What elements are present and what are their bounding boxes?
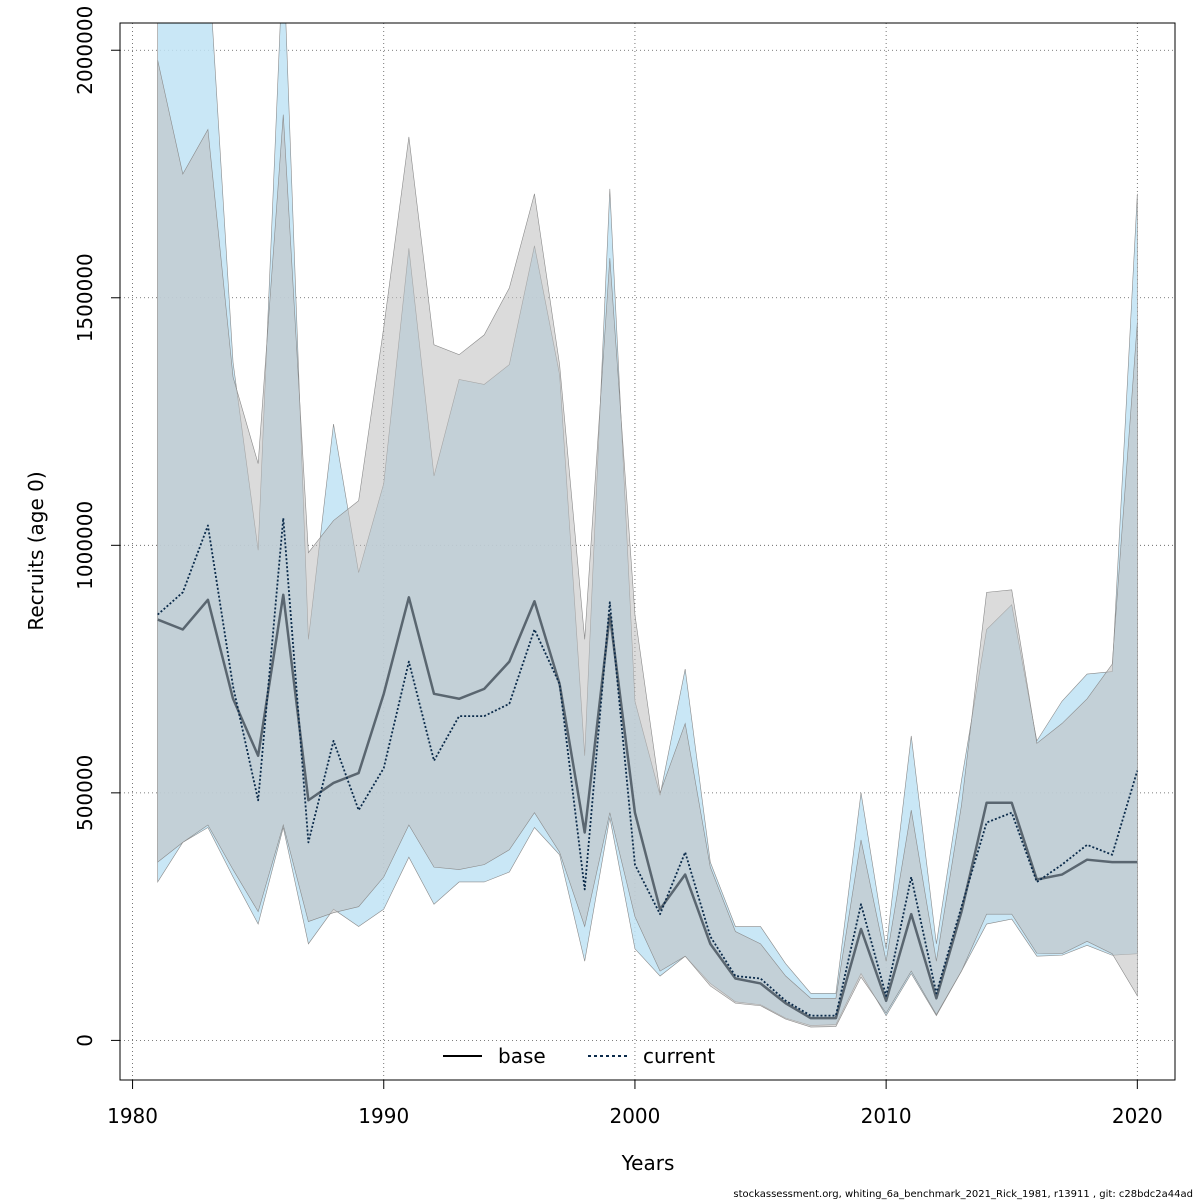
line-current bbox=[157, 517, 1139, 1017]
y-tick-label-0: 0 bbox=[73, 1034, 97, 1047]
band-base bbox=[157, 60, 1138, 1028]
x-tick-label-2010: 2010 bbox=[861, 1104, 912, 1128]
x-axis-title: Years bbox=[621, 1151, 675, 1175]
x-tick-label-2000: 2000 bbox=[609, 1104, 660, 1128]
y-tick-label-1000000: 1000000 bbox=[73, 501, 97, 590]
confidence-bands bbox=[157, 23, 1138, 1028]
legend: base current bbox=[443, 1044, 715, 1068]
x-tick-label-1990: 1990 bbox=[358, 1104, 409, 1128]
x-tick-label-1980: 1980 bbox=[107, 1104, 158, 1128]
footer-caption: stockassessment.org, whiting_6a_benchmar… bbox=[733, 1189, 1193, 1200]
y-tick-label-2000000: 2000000 bbox=[73, 6, 97, 95]
series-lines bbox=[157, 517, 1139, 1020]
y-tick-label-500000: 500000 bbox=[73, 755, 97, 831]
y-tick-label-1500000: 1500000 bbox=[73, 253, 97, 342]
legend-base-label: base bbox=[498, 1044, 546, 1068]
axes: 1980 1990 2000 2010 2020 0 500000 1000000 150000… bbox=[73, 6, 1163, 1128]
y-axis-title: Recruits (age 0) bbox=[24, 471, 48, 630]
x-tick-label-2020: 2020 bbox=[1112, 1104, 1163, 1128]
legend-current-label: current bbox=[643, 1044, 715, 1068]
